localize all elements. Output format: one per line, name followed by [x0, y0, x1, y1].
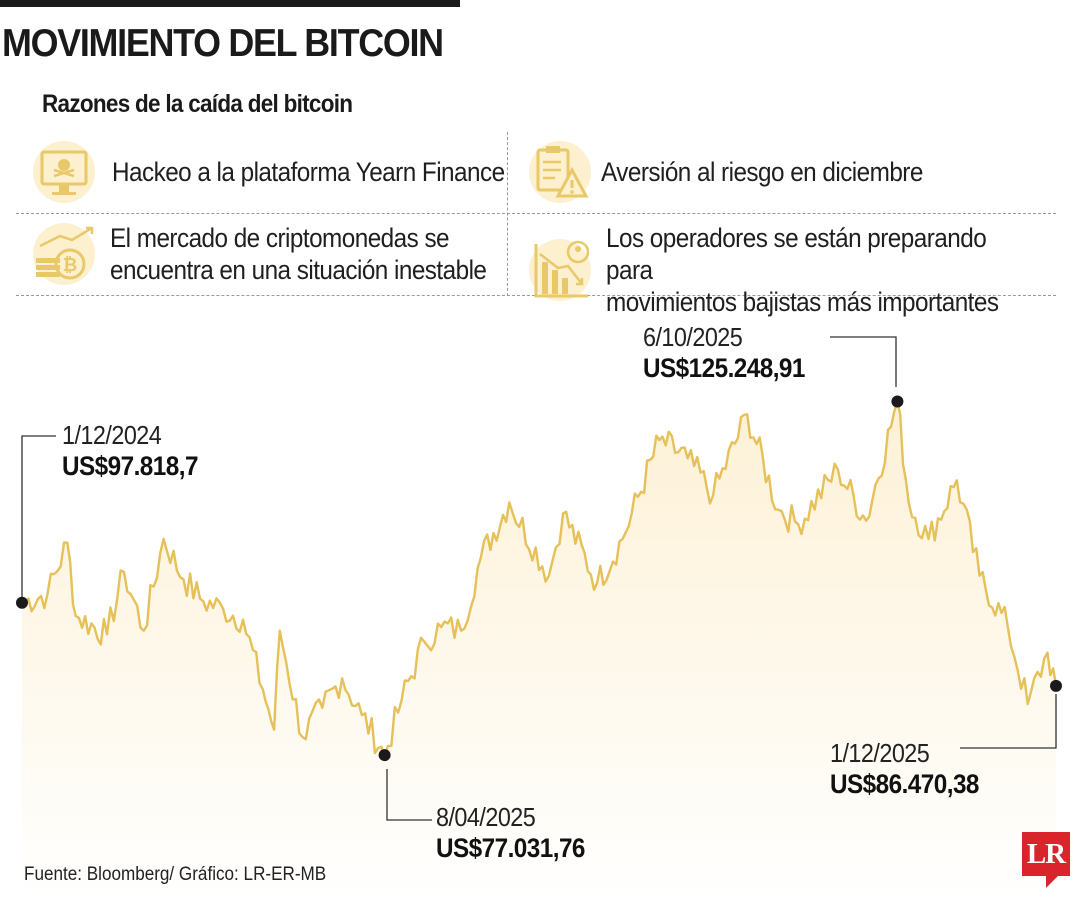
annotation-date: 6/10/2025	[643, 322, 743, 352]
reason-text: Hackeo a la plataforma Yearn Finance	[112, 157, 505, 187]
top-rule	[0, 0, 460, 7]
source-note: Fuente: Bloomberg/ Gráfico: LR-ER-MB	[24, 864, 327, 885]
annotation-value: US$86.470,38	[830, 769, 979, 799]
bitcoin-price-chart	[0, 300, 1080, 900]
annotation-value: US$97.818,7	[62, 451, 198, 481]
annotation-point-3	[1050, 679, 1062, 692]
section-subtitle: Razones de la caída del bitcoin	[42, 90, 353, 118]
crypto-coins-icon: ₿	[33, 223, 95, 285]
annotation-end: 1/12/2025 US$86.470,38	[830, 738, 995, 800]
annotation-value: US$125.248,91	[643, 353, 805, 383]
page-title: MOVIMIENTO DEL BITCOIN	[2, 22, 444, 65]
annotation-date: 1/12/2024	[62, 420, 162, 450]
leader-low	[386, 769, 432, 821]
annotation-start: 1/12/2024 US$97.818,7	[62, 420, 213, 482]
lr-logo-tail	[1046, 876, 1058, 888]
reasons-divider-horizontal	[16, 213, 1056, 214]
annotation-point-0	[16, 596, 28, 609]
annotation-point-1	[378, 749, 391, 762]
lr-logo: LR	[1022, 832, 1070, 876]
leader-start	[21, 435, 56, 607]
price-line	[21, 400, 1058, 757]
annotation-date: 8/04/2025	[436, 802, 536, 832]
reason-item: Los operadores se están preparando para …	[528, 222, 1080, 318]
reason-item: ₿ El mercado de criptomonedas se encuent…	[32, 222, 528, 286]
reason-text: Aversión al riesgo en diciembre	[601, 157, 923, 187]
annotation-value: US$77.031,76	[436, 833, 585, 863]
hacked-monitor-icon	[33, 141, 95, 203]
annotation-date: 1/12/2025	[830, 738, 930, 768]
annotation-point-2	[891, 395, 904, 408]
annotation-peak: 6/10/2025 US$125.248,91	[643, 322, 823, 384]
bearish-chart-icon	[529, 239, 591, 301]
leader-end	[960, 694, 1057, 749]
annotation-low: 8/04/2025 US$77.031,76	[436, 802, 601, 864]
reason-item: Hackeo a la plataforma Yearn Finance	[32, 140, 548, 204]
risk-clipboard-icon	[529, 141, 591, 203]
leader-peak	[830, 336, 897, 387]
reason-text: Los operadores se están preparando para …	[606, 223, 999, 317]
reason-item: Aversión al riesgo en diciembre	[528, 140, 959, 204]
reasons-divider-vertical	[507, 132, 508, 296]
svg-text:₿: ₿	[63, 255, 78, 276]
price-area	[22, 401, 1056, 900]
chart-svg	[16, 336, 1062, 900]
reason-text: El mercado de criptomonedas se encuentra…	[110, 223, 487, 285]
